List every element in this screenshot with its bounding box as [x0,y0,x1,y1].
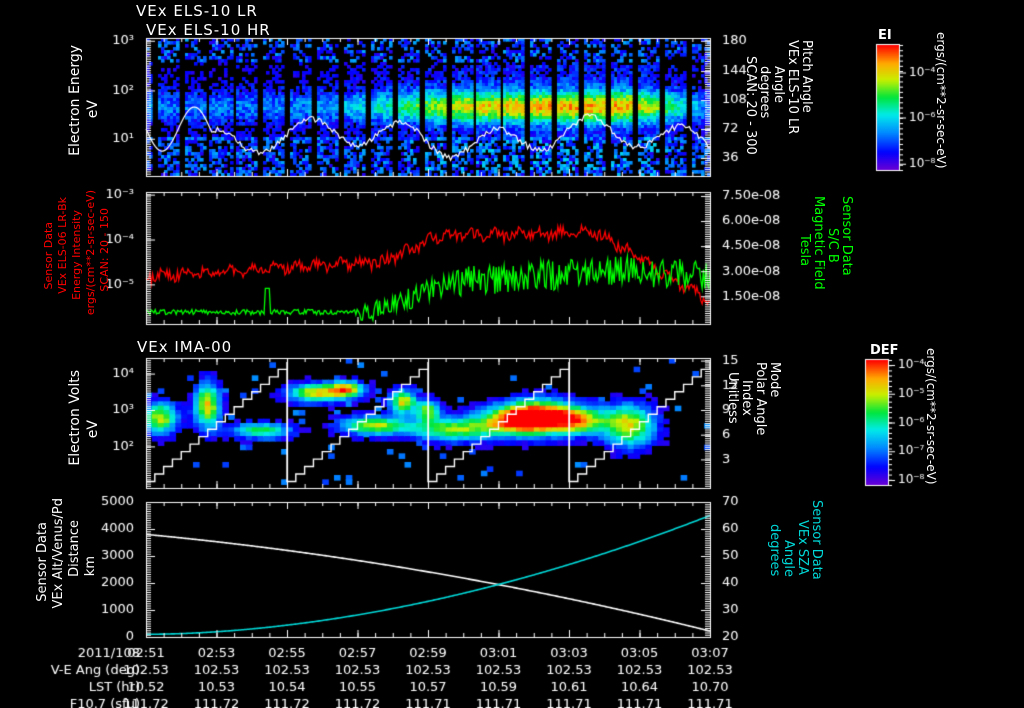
panel2-llabel-5: SCAN: 20 - 150 [98,208,111,292]
colorbar2-unit: ergs/(cm**2-sr-sec-eV) [924,348,938,485]
panel3-rlabel-1: Mode [767,362,782,398]
panel3-yunit-left: eV [85,420,101,439]
panel3-rlabel-4: Unitless [725,372,740,424]
panel2-llabel-3: Energy Intensity [70,210,83,300]
panel4-rlabel-3: Angle [781,540,796,577]
panel4-llabel-1: Sensor Data [35,522,50,602]
panel4-rlabel-1: Sensor Data [809,500,824,580]
panel1-ylabel-left: Electron Energy [67,45,83,156]
panel3-rlabel-3: Index [739,380,754,416]
panel1-rlabel-5: SCAN: 20 - 300 [743,56,758,155]
panel4-rlabel-4: degrees [767,524,782,577]
panel1-rlabel-3: Angle [771,66,786,103]
colorbar1-title: EI [878,28,892,43]
panel3-ylabel-left: Electron Volts [67,370,83,466]
panel3-rlabel-2: Polar Angle [753,362,768,436]
colorbar1-unit: ergs/(cm**2-sr-sec-eV) [934,32,948,169]
panel4-llabel-4: km [83,556,98,577]
panel1-rlabel-1: Pitch Angle [799,40,814,113]
panel2-rlabel-4: Tesla [797,234,812,267]
panel1-rlabel-2: VEx ELS-10 LR [785,40,800,135]
panel4-llabel-3: Distance [67,520,82,577]
panel2-rlabel-3: Magnetic Field [811,196,826,290]
panel3-title: VEx IMA-00 [137,338,233,356]
panel1-yunit-left: eV [85,100,101,119]
panel2-llabel-2: VEx ELS-06 LR-Bk [56,197,69,294]
panel4-rlabel-2: VEx SZA [795,520,810,575]
panel1-title-hr: VEx ELS-10 HR [146,21,271,39]
panel1-title-lr: VEx ELS-10 LR [136,2,258,20]
panel4-llabel-2: VEx Alt/Venus/Pd [51,498,66,609]
panel2-rlabel-2: S/C B [825,228,840,263]
panel1-rlabel-4: degrees [757,66,772,119]
colorbar2-title: DEF [870,343,899,358]
panel2-llabel-4: ergs/(cm**2-sr-sec-eV) [84,190,97,316]
panel2-llabel-1: Sensor Data [42,222,55,290]
panel2-rlabel-1: Sensor Data [839,196,854,276]
